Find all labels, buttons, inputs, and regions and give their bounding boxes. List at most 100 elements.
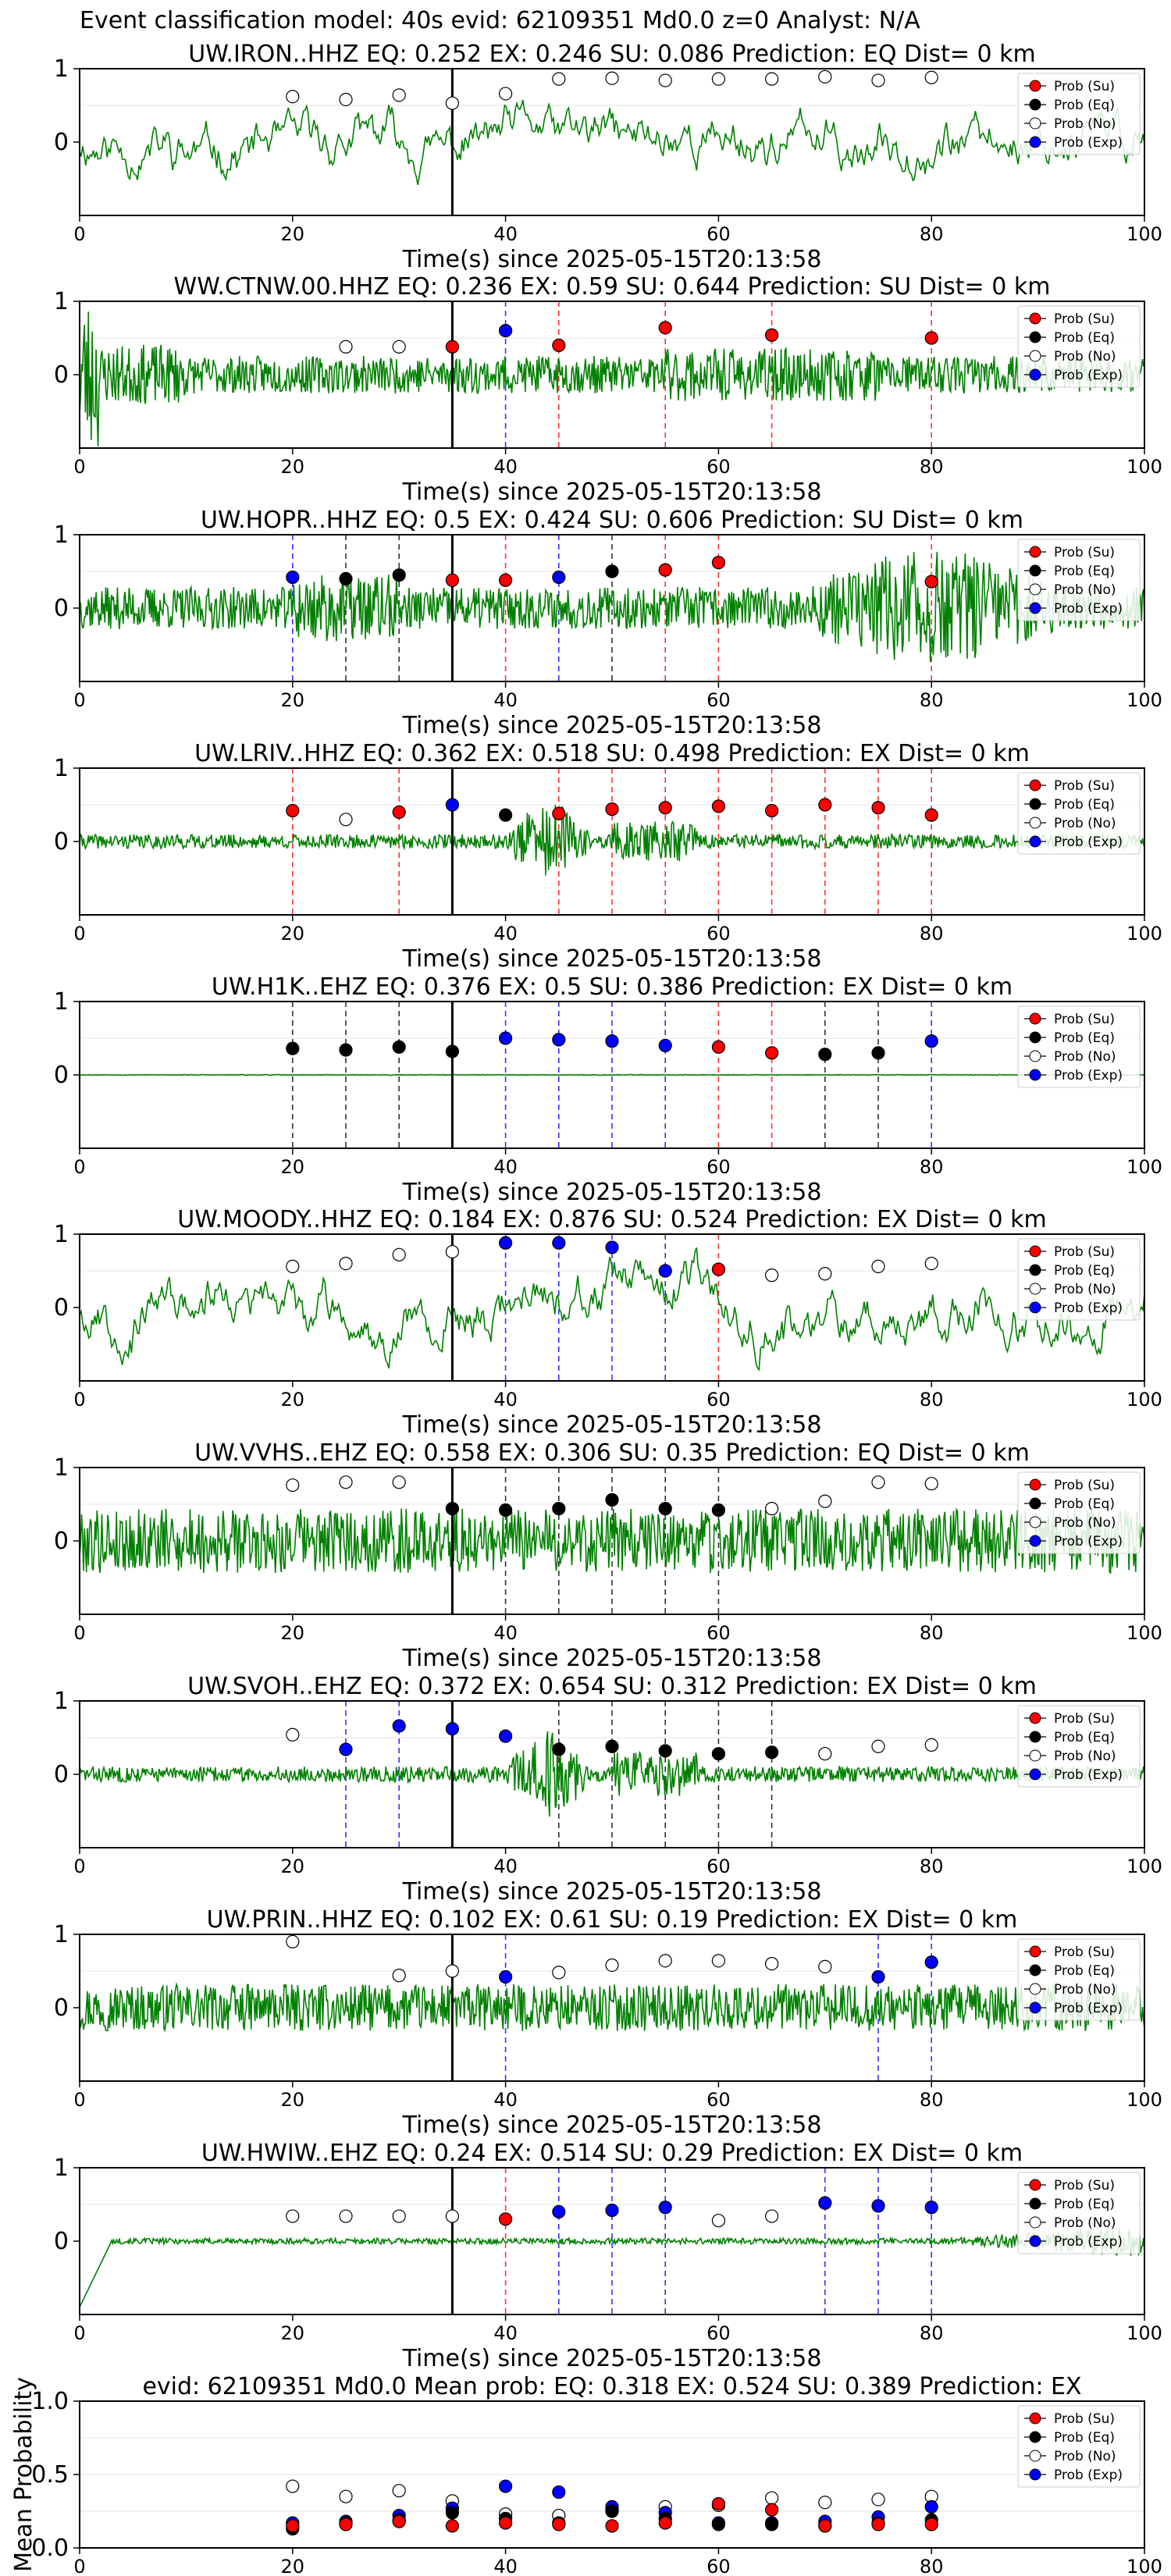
- prob-marker-exp: [339, 1742, 353, 1756]
- x-tick-label: 80: [920, 2322, 944, 2344]
- prob-marker-eq: [445, 1044, 460, 1059]
- legend-label: Prob (No): [1054, 1982, 1116, 1998]
- legend-label: Prob (Su): [1054, 1711, 1115, 1727]
- prob-marker-su: [498, 2212, 513, 2226]
- y-tick-label: 1: [54, 2154, 69, 2182]
- legend: Prob (Su) Prob (Eq) Prob (No) Prob (Exp): [1017, 772, 1141, 855]
- waveform-trace: [79, 1507, 1145, 1574]
- prob-marker-no: [818, 1494, 832, 1508]
- panel-title: evid: 62109351 Md0.0 Mean prob: EQ: 0.31…: [142, 2373, 1081, 2400]
- legend-label: Prob (Su): [1054, 1244, 1115, 1260]
- y-tick-label: 0: [54, 1062, 69, 1089]
- x-tick-label: 100: [1127, 223, 1162, 245]
- prob-marker-su: [711, 799, 726, 813]
- legend-marker: [1029, 1749, 1041, 1762]
- panel-title: UW.H1K..EHZ EQ: 0.376 EX: 0.5 SU: 0.386 …: [212, 973, 1013, 1001]
- legend-marker: [1029, 312, 1041, 325]
- mean-prob-marker-eq: [711, 2517, 726, 2532]
- legend-label: Prob (Su): [1054, 1478, 1115, 1493]
- legend-marker: [1029, 1535, 1041, 1547]
- prob-marker-exp: [498, 324, 513, 338]
- x-tick-label: 100: [1127, 2089, 1162, 2111]
- plot-frame: [79, 1700, 1145, 1848]
- plot-frame: [79, 534, 1145, 682]
- prob-marker-no: [445, 1964, 460, 1978]
- legend-label: Prob (Eq): [1054, 330, 1115, 346]
- prob-marker-no: [445, 1244, 460, 1259]
- legend: Prob (Su) Prob (Eq) Prob (No) Prob (Exp): [1017, 1238, 1141, 1321]
- y-tick-label: 0: [54, 361, 69, 389]
- prob-marker-no: [764, 1502, 779, 1516]
- legend: Prob (Su) Prob (Eq) Prob (No) Prob (Exp): [1017, 1471, 1141, 1554]
- prob-marker-no: [552, 72, 566, 86]
- prob-marker-su: [552, 806, 566, 820]
- panel-title: WW.CTNW.00.HHZ EQ: 0.236 EX: 0.59 SU: 0.…: [174, 273, 1051, 301]
- x-tick-label: 60: [707, 2089, 731, 2111]
- legend-marker: [1029, 1069, 1041, 1081]
- prob-marker-no: [286, 1934, 300, 1948]
- prob-marker-no: [286, 2209, 300, 2223]
- legend-frame: [1017, 73, 1141, 155]
- mean-prob-marker-no: [818, 2496, 832, 2510]
- legend-marker: [1029, 368, 1041, 381]
- legend-label: Prob (Eq): [1054, 98, 1115, 113]
- y-tick-label: 0: [54, 1761, 69, 1788]
- x-tick-label: 60: [707, 456, 731, 478]
- legend-label: Prob (No): [1054, 349, 1116, 365]
- x-tick-label: 40: [493, 2322, 518, 2344]
- legend-marker: [1029, 1731, 1041, 1743]
- prob-marker-eq: [871, 1046, 885, 1060]
- legend-marker: [1029, 1012, 1041, 1025]
- prob-marker-eq: [286, 1041, 300, 1055]
- legend-label: Prob (Su): [1054, 311, 1115, 327]
- waveform-trace: [79, 2226, 1145, 2307]
- plot-frame: [79, 1934, 1145, 2082]
- x-tick-label: 40: [493, 689, 518, 711]
- x-tick-label: 60: [707, 1156, 731, 1178]
- prob-marker-su: [764, 328, 779, 342]
- y-tick-label: 0: [54, 1294, 69, 1322]
- y-tick-label: 1: [54, 55, 69, 83]
- legend-label: Prob (No): [1054, 816, 1116, 831]
- legend-label: Prob (Su): [1054, 2178, 1115, 2194]
- x-tick-label: 80: [920, 689, 944, 711]
- plot-frame: [79, 767, 1145, 916]
- x-axis-label: Time(s) since 2025-05-15T20:13:58: [402, 479, 822, 506]
- legend-frame: [1017, 1238, 1141, 1321]
- prob-marker-su: [605, 802, 619, 817]
- y-tick-label: 0.0: [31, 2535, 69, 2562]
- x-tick-label: 100: [1127, 2322, 1162, 2344]
- legend-frame: [1017, 1471, 1141, 1554]
- plot-frame: [79, 1233, 1145, 1382]
- x-axis-label: Time(s) since 2025-05-15T20:13:58: [402, 945, 822, 973]
- prob-marker-su: [764, 1046, 779, 1060]
- legend-marker: [1029, 583, 1041, 596]
- prob-marker-no: [392, 88, 406, 102]
- prob-marker-exp: [392, 1719, 406, 1733]
- prob-marker-eq: [711, 1747, 726, 1761]
- legend-marker: [1029, 2431, 1041, 2443]
- legend-label: Prob (Eq): [1054, 2430, 1115, 2446]
- legend-frame: [1017, 2405, 1141, 2488]
- panel-title: UW.LRIV..HHZ EQ: 0.362 EX: 0.518 SU: 0.4…: [194, 740, 1030, 767]
- x-tick-label: 60: [707, 223, 731, 245]
- prob-marker-eq: [605, 1739, 619, 1753]
- x-tick-label: 80: [920, 223, 944, 245]
- prob-marker-su: [552, 338, 566, 352]
- legend-label: Prob (Exp): [1054, 1068, 1123, 1083]
- prob-marker-exp: [924, 1034, 938, 1048]
- legend-label: Prob (Eq): [1054, 1496, 1115, 1512]
- prob-marker-exp: [286, 570, 300, 585]
- x-tick-label: 80: [920, 1856, 944, 1877]
- prob-marker-no: [818, 1959, 832, 1973]
- legend-marker: [1029, 2197, 1041, 2210]
- plot-frame: [79, 1001, 1145, 1149]
- prob-marker-no: [924, 70, 938, 84]
- figure-title: Event classification model: 40s evid: 62…: [80, 7, 920, 34]
- prob-marker-su: [924, 808, 938, 822]
- x-tick-label: 80: [920, 456, 944, 478]
- y-tick-label: 0: [54, 828, 69, 856]
- prob-marker-eq: [605, 1493, 619, 1507]
- legend: Prob (Su) Prob (Eq) Prob (No) Prob (Exp): [1017, 1938, 1141, 2021]
